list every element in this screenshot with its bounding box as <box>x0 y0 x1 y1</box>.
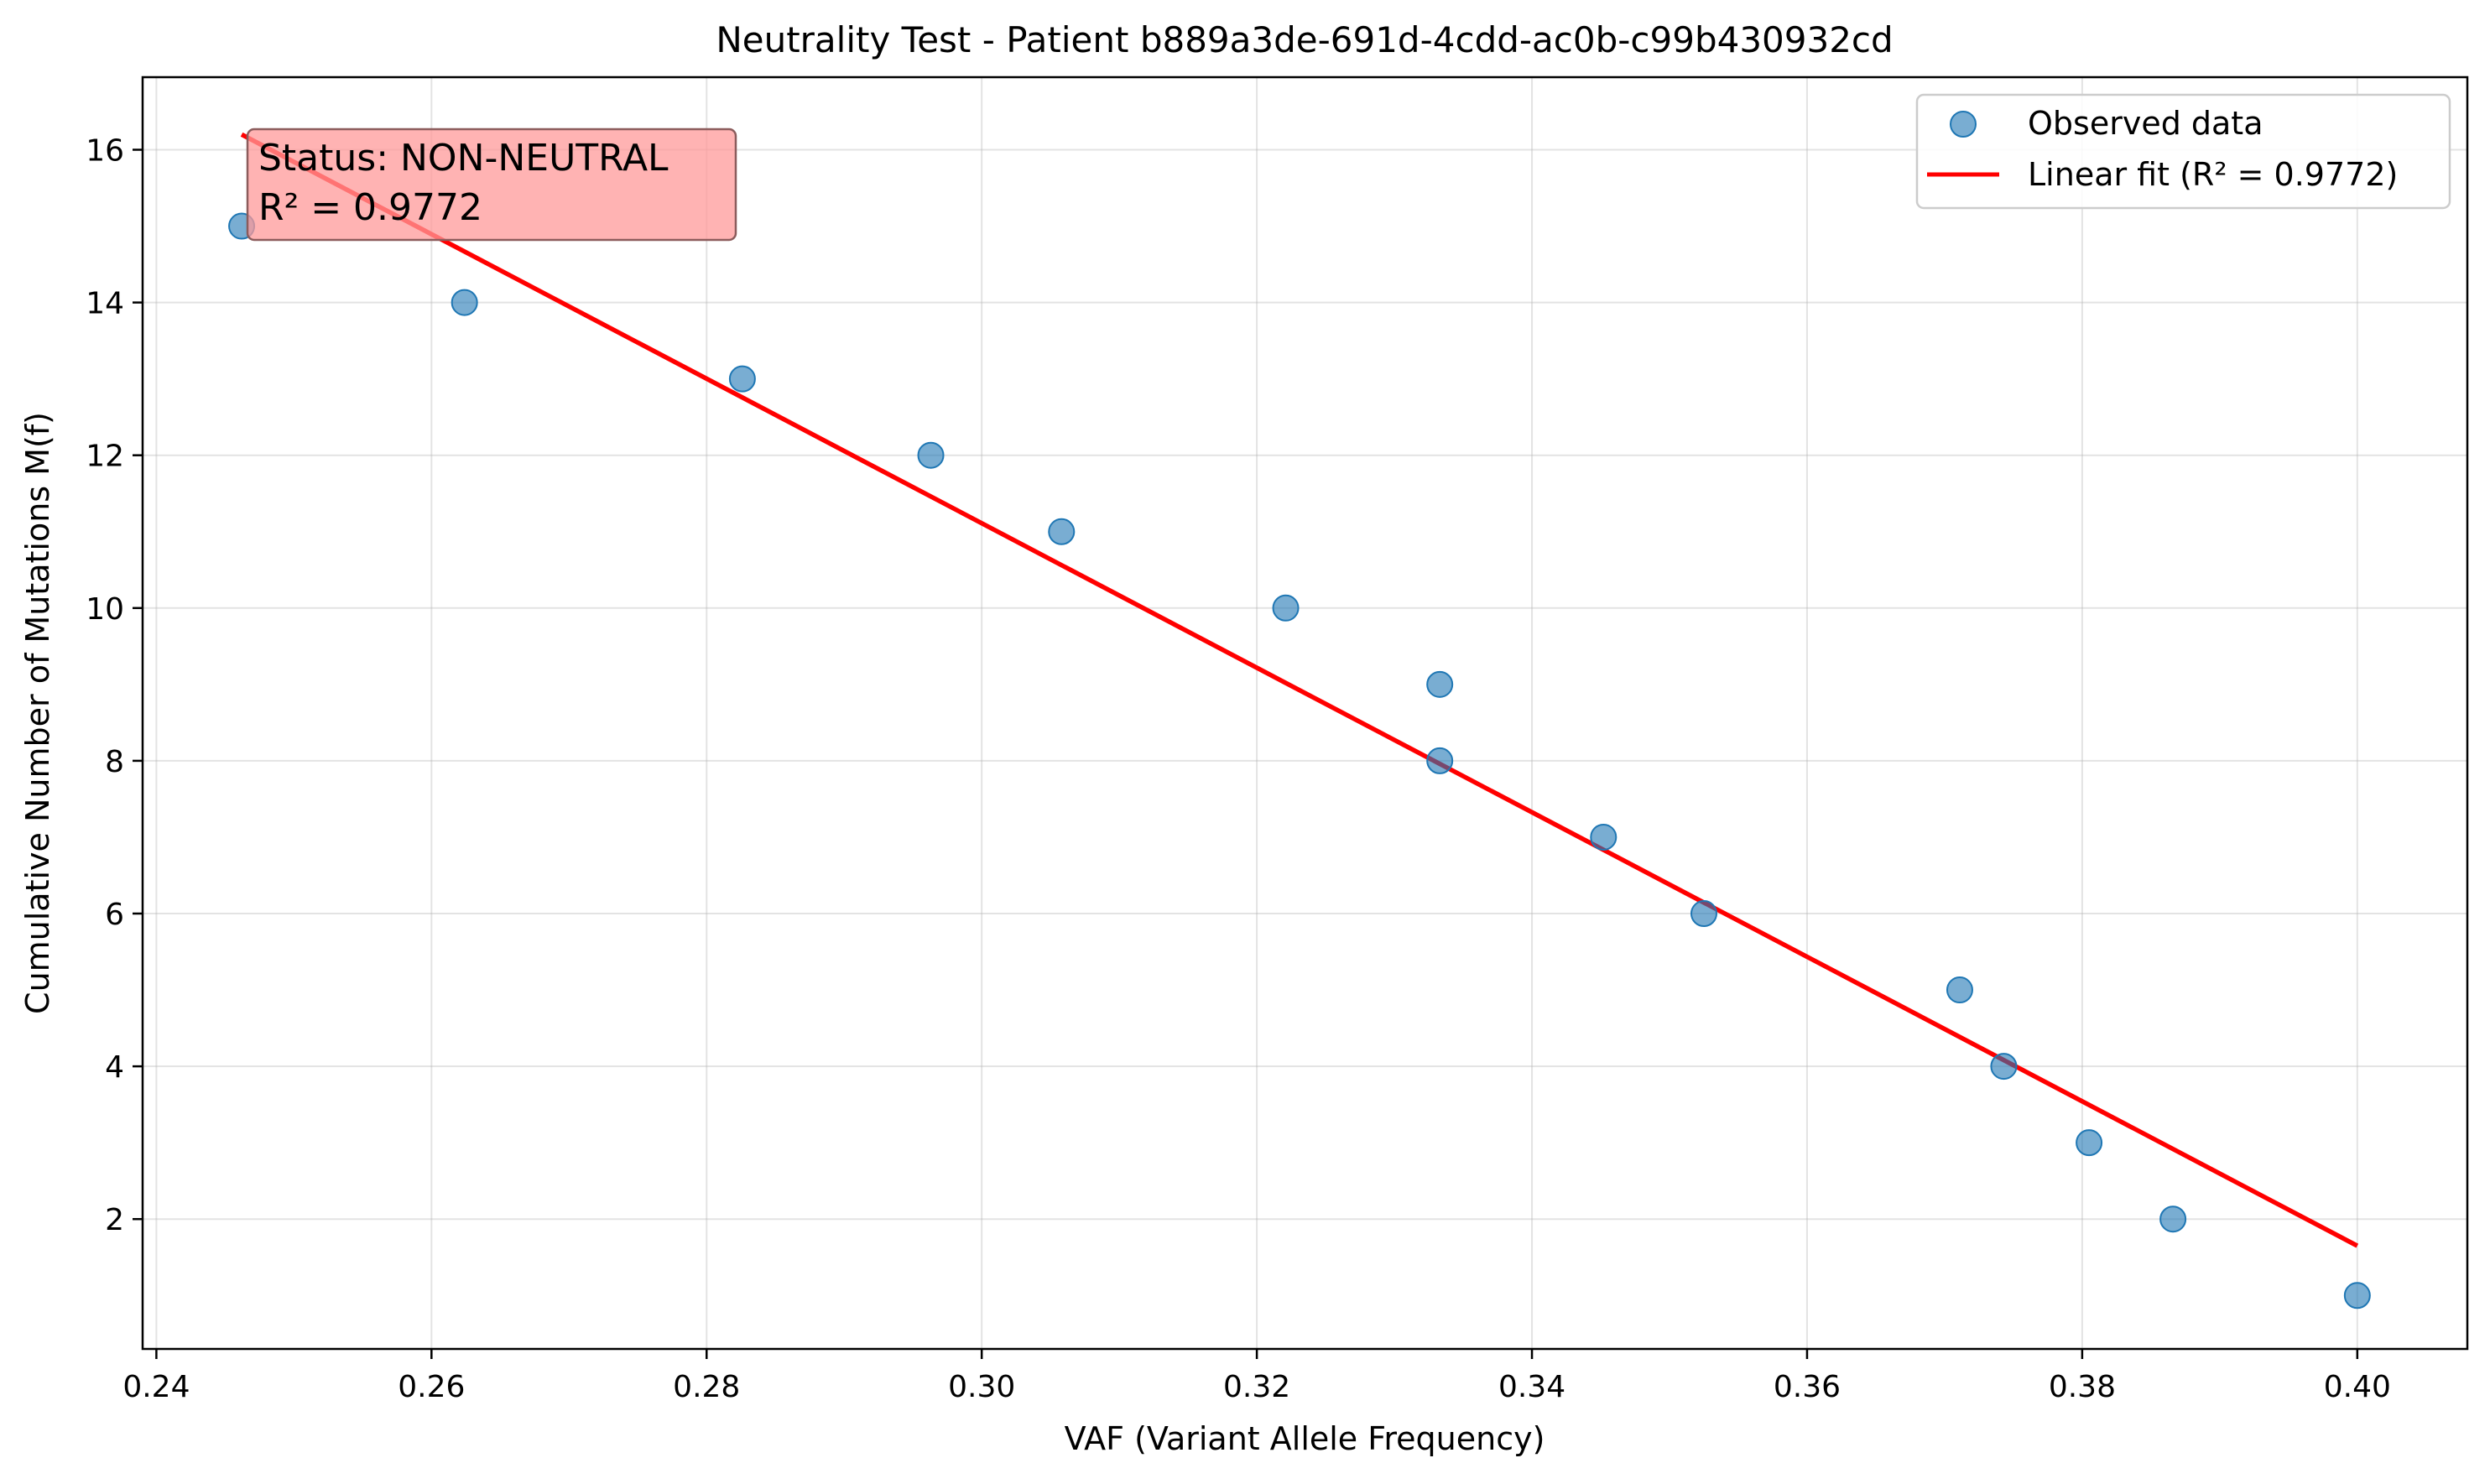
plot-frame <box>141 76 2469 1351</box>
x-tick-label: 0.40 <box>2324 1370 2391 1404</box>
legend-box <box>1915 93 2451 210</box>
data-point <box>917 441 945 469</box>
status-annotation-line-2: R² = 0.9772 <box>258 186 482 229</box>
data-point <box>1426 670 1454 698</box>
x-tick-label: 0.24 <box>122 1370 190 1404</box>
y-tick-label: 2 <box>105 1203 124 1237</box>
x-tick-label: 0.28 <box>673 1370 740 1404</box>
data-point <box>1048 518 1076 545</box>
x-axis-ticks: 0.24 0.26 0.28 0.30 0.32 0.34 0.36 0.38 0.40 <box>122 1349 2391 1404</box>
legend-label-observed: Observed data <box>2028 105 2263 142</box>
status-annotation-box <box>246 128 737 242</box>
y-axis-ticks: 2 4 6 8 10 12 14 16 <box>86 133 143 1237</box>
y-tick-label: 12 <box>86 440 124 474</box>
x-tick-label: 0.32 <box>1223 1370 1290 1404</box>
x-tick-label: 0.38 <box>2049 1370 2116 1404</box>
data-point <box>1590 823 1617 851</box>
y-tick-label: 14 <box>86 287 124 321</box>
data-point <box>2076 1129 2103 1157</box>
y-tick-label: 8 <box>105 745 124 779</box>
status-annotation: Status: NON-NEUTRAL R² = 0.9772 <box>246 128 737 242</box>
y-axis-label: Cumulative Number of Mutations M(f) <box>19 412 56 1014</box>
data-point <box>1690 900 1717 928</box>
y-tick-label: 6 <box>105 898 124 932</box>
data-point <box>1426 747 1454 774</box>
x-axis-label: VAF (Variant Allele Frequency) <box>1065 1420 1545 1457</box>
legend: Observed data Linear fit (R² = 0.9772) <box>1915 93 2451 210</box>
data-point <box>2343 1282 2371 1310</box>
y-tick-label: 10 <box>86 592 124 627</box>
x-tick-label: 0.26 <box>398 1370 465 1404</box>
data-point <box>728 365 756 393</box>
chart-title: Neutrality Test - Patient b889a3de-691d-… <box>716 19 1893 60</box>
y-tick-label: 16 <box>86 133 124 168</box>
x-tick-label: 0.36 <box>1774 1370 1841 1404</box>
data-point <box>2159 1205 2187 1233</box>
data-point <box>1272 594 1300 622</box>
x-tick-label: 0.30 <box>948 1370 1015 1404</box>
grid <box>143 77 2467 1349</box>
data-point <box>1946 976 1973 1004</box>
y-tick-label: 4 <box>105 1050 124 1085</box>
data-point <box>451 289 478 316</box>
x-tick-label: 0.34 <box>1498 1370 1565 1404</box>
legend-marker-observed <box>1950 111 1977 138</box>
legend-label-fit: Linear fit (R² = 0.9772) <box>2028 156 2398 193</box>
data-point <box>1990 1053 2018 1080</box>
status-annotation-line-1: Status: NON-NEUTRAL <box>258 137 669 180</box>
